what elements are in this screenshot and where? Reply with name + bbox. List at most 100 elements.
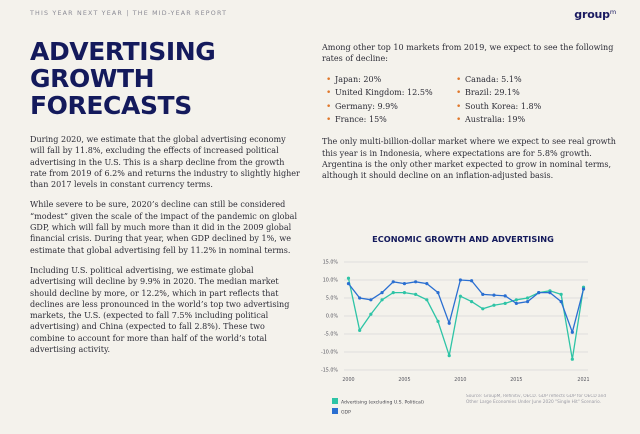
bullet-icon: • — [326, 115, 332, 126]
data-point-advertising — [391, 291, 395, 295]
data-point-gdp — [481, 292, 485, 296]
bullet-icon: • — [326, 74, 332, 85]
decline-rates-list: • Japan: 20% • Canada: 5.1% • United Kingdo… — [322, 75, 620, 126]
left-column: During 2020, we estimate that the global… — [30, 134, 302, 364]
title-line: FORECASTS — [30, 91, 192, 120]
paragraph: While severe to be sure, 2020’s decline … — [30, 200, 298, 255]
bullet-icon: • — [326, 101, 332, 112]
rate-text: Australia: 19% — [465, 115, 526, 125]
page-title: ADVERTISING GROWTH FORECASTS — [30, 38, 310, 119]
bullet-icon: • — [456, 115, 462, 126]
x-tick-label: 2015 — [510, 377, 522, 383]
data-point-gdp — [537, 291, 541, 295]
y-tick-label: 15.0% — [323, 260, 339, 266]
data-point-advertising — [469, 300, 474, 304]
data-point-gdp — [559, 300, 563, 304]
chart-gridlines — [344, 261, 588, 371]
rate-item: • Japan: 20% — [326, 75, 456, 85]
x-tick-label: 2000 — [342, 377, 354, 383]
data-point-advertising — [492, 303, 496, 307]
growth-paragraph: The only multi-billion-dollar market whe… — [322, 137, 616, 181]
data-point-gdp — [391, 280, 395, 284]
rate-text: Germany: 9.9% — [335, 101, 398, 111]
data-point-gdp — [581, 287, 586, 291]
rate-text: Brazil: 29.1% — [465, 88, 520, 98]
data-point-advertising — [436, 319, 440, 323]
right-column: Among other top 10 markets from 2019, we… — [322, 42, 620, 182]
x-tick-label: 2005 — [398, 377, 410, 383]
bullet-icon: • — [456, 88, 462, 99]
chart-source-note: Source: GroupM, Refinitiv, OECD. GDP ref… — [466, 394, 607, 405]
data-point-gdp — [425, 282, 429, 286]
title-line: ADVERTISING — [30, 37, 216, 66]
x-tick-label: 2021 — [577, 377, 589, 383]
data-point-advertising — [458, 294, 463, 298]
data-point-gdp — [492, 293, 496, 297]
data-point-advertising — [570, 357, 574, 361]
y-tick-label: 0.0% — [326, 314, 339, 320]
bullet-icon: • — [456, 74, 462, 85]
data-point-advertising — [503, 301, 507, 305]
data-point-advertising — [358, 328, 362, 332]
data-point-advertising — [425, 298, 429, 302]
data-point-gdp — [458, 278, 463, 282]
rate-text: South Korea: 1.8% — [465, 101, 542, 111]
data-point-gdp — [469, 279, 474, 283]
data-point-gdp — [514, 301, 518, 305]
chart-series — [346, 276, 586, 361]
data-point-advertising — [346, 276, 351, 280]
chart-source-note-wrapper: Source: GroupM, Refinitiv, OECD. GDP ref… — [466, 394, 607, 405]
data-point-gdp — [358, 296, 362, 300]
rate-text: Japan: 20% — [335, 74, 382, 84]
data-point-advertising — [414, 292, 418, 296]
data-point-gdp — [503, 294, 507, 298]
rate-item: • Canada: 5.1% — [456, 75, 586, 85]
data-point-gdp — [414, 280, 418, 284]
legend-label-gdp: GDP — [341, 410, 351, 416]
bullet-icon: • — [326, 88, 332, 99]
rates-intro: Among other top 10 markets from 2019, we… — [322, 43, 614, 64]
data-point-gdp — [346, 282, 351, 286]
x-axis-ticks: 2000 2005 2010 2015 2021 — [342, 377, 589, 383]
data-point-advertising — [514, 298, 518, 302]
legend-label-advertising: Advertising (excluding U.S. Political) — [341, 400, 424, 406]
rate-item: • United Kingdom: 12.5% — [326, 88, 456, 98]
data-point-gdp — [548, 291, 552, 295]
data-point-gdp — [447, 321, 451, 325]
logo-superscript: m — [609, 8, 616, 16]
series-line-gdp — [347, 279, 585, 335]
rate-item: • Brazil: 29.1% — [456, 88, 586, 98]
groupm-logo: groupm — [574, 8, 616, 21]
chart-legend: Advertising (excluding U.S. Political) G… — [332, 398, 424, 416]
rate-item: • France: 15% — [326, 115, 456, 125]
data-point-gdp — [436, 291, 440, 295]
bullet-icon: • — [456, 101, 462, 112]
rate-text: Canada: 5.1% — [465, 74, 522, 84]
x-tick-label: 2010 — [454, 377, 466, 383]
data-point-advertising — [380, 298, 384, 302]
report-breadcrumb: THIS YEAR NEXT YEAR | THE MID-YEAR REPOR… — [30, 10, 228, 17]
y-tick-label: -15.0% — [321, 368, 338, 374]
data-point-gdp — [525, 300, 530, 304]
data-point-advertising — [559, 292, 563, 296]
y-tick-label: -5.0% — [324, 332, 338, 338]
series-line-advertising — [347, 278, 585, 360]
data-point-advertising — [447, 354, 451, 358]
legend-swatch-gdp — [332, 408, 338, 414]
rate-item: • Australia: 19% — [456, 115, 586, 125]
logo-text: group — [574, 8, 610, 21]
data-point-advertising — [525, 296, 530, 300]
growth-chart: ECONOMIC GROWTH AND ADVERTISING 15.0% 10.… — [321, 234, 607, 416]
legend-swatch-advertising — [332, 398, 338, 404]
data-point-gdp — [402, 282, 407, 286]
rate-item: • Germany: 9.9% — [326, 102, 456, 112]
y-tick-label: -10.0% — [321, 350, 338, 356]
y-axis-ticks: 15.0% 10.0% 5.0% 0.0% -5.0% -10.0% -15.0% — [321, 260, 338, 374]
data-point-gdp — [570, 330, 574, 334]
y-tick-label: 10.0% — [323, 278, 339, 284]
rate-item: • South Korea: 1.8% — [456, 102, 586, 112]
data-point-advertising — [481, 307, 485, 311]
data-point-advertising — [369, 312, 373, 316]
paragraph: Including U.S. political advertising, we… — [30, 265, 290, 355]
data-point-advertising — [402, 291, 407, 295]
